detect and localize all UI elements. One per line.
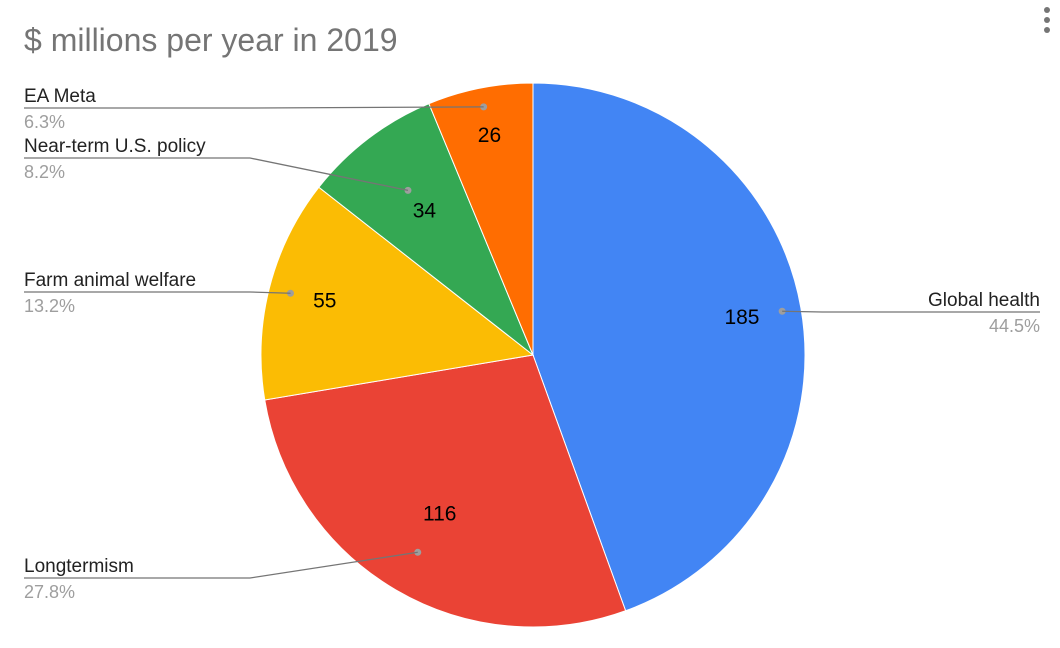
pie-slices [260,82,806,628]
slice-value-ea-meta: 26 [478,124,501,147]
legend-label-longtermism: Longtermism [24,556,134,577]
slice-value-labels: 185 116 55 34 26 [313,124,759,525]
slice-value-longtermism: 116 [423,502,456,525]
pie-slice-longtermism[interactable] [264,354,627,628]
slice-value-farm-animal-welfare: 55 [313,290,336,313]
leader-line-farm-animal-welfare [24,291,291,294]
legend-label-farm-animal-welfare: Farm animal welfare [24,270,196,291]
slice-value-global-health: 185 [724,306,759,329]
legend-percent-global-health: 44.5% [989,316,1040,336]
pie-slice-ea-meta[interactable] [428,82,534,356]
pie-slice-farm-animal-welfare[interactable] [260,186,535,401]
legend-percent-farm-animal-welfare: 13.2% [24,296,75,316]
legend-percent-ea-meta: 6.3% [24,112,65,132]
legend-label-ea-meta: EA Meta [24,86,96,107]
slice-legend-labels: Global health 44.5% Longtermism 27.8% Farm a… [24,86,1040,602]
legend-label-global-health: Global health [928,290,1040,311]
legend-percent-longtermism: 27.8% [24,582,75,602]
more-options-icon[interactable] [1040,4,1054,40]
leader-line-ea-meta [24,106,484,109]
leader-line-near-term-u-s-policy [24,157,409,192]
leader-line-longtermism [24,551,418,579]
pie-slice-global-health[interactable] [532,82,806,612]
slice-value-near-term-u-s-policy: 34 [413,200,437,223]
chart-title: $ millions per year in 2019 [24,22,398,58]
legend-percent-near-term-u-s-policy: 8.2% [24,162,65,182]
leader-line-global-health [782,310,1040,313]
legend-label-near-term-u-s-policy: Near-term U.S. policy [24,136,206,157]
pie-slice-near-term-u-s-policy[interactable] [318,103,535,357]
